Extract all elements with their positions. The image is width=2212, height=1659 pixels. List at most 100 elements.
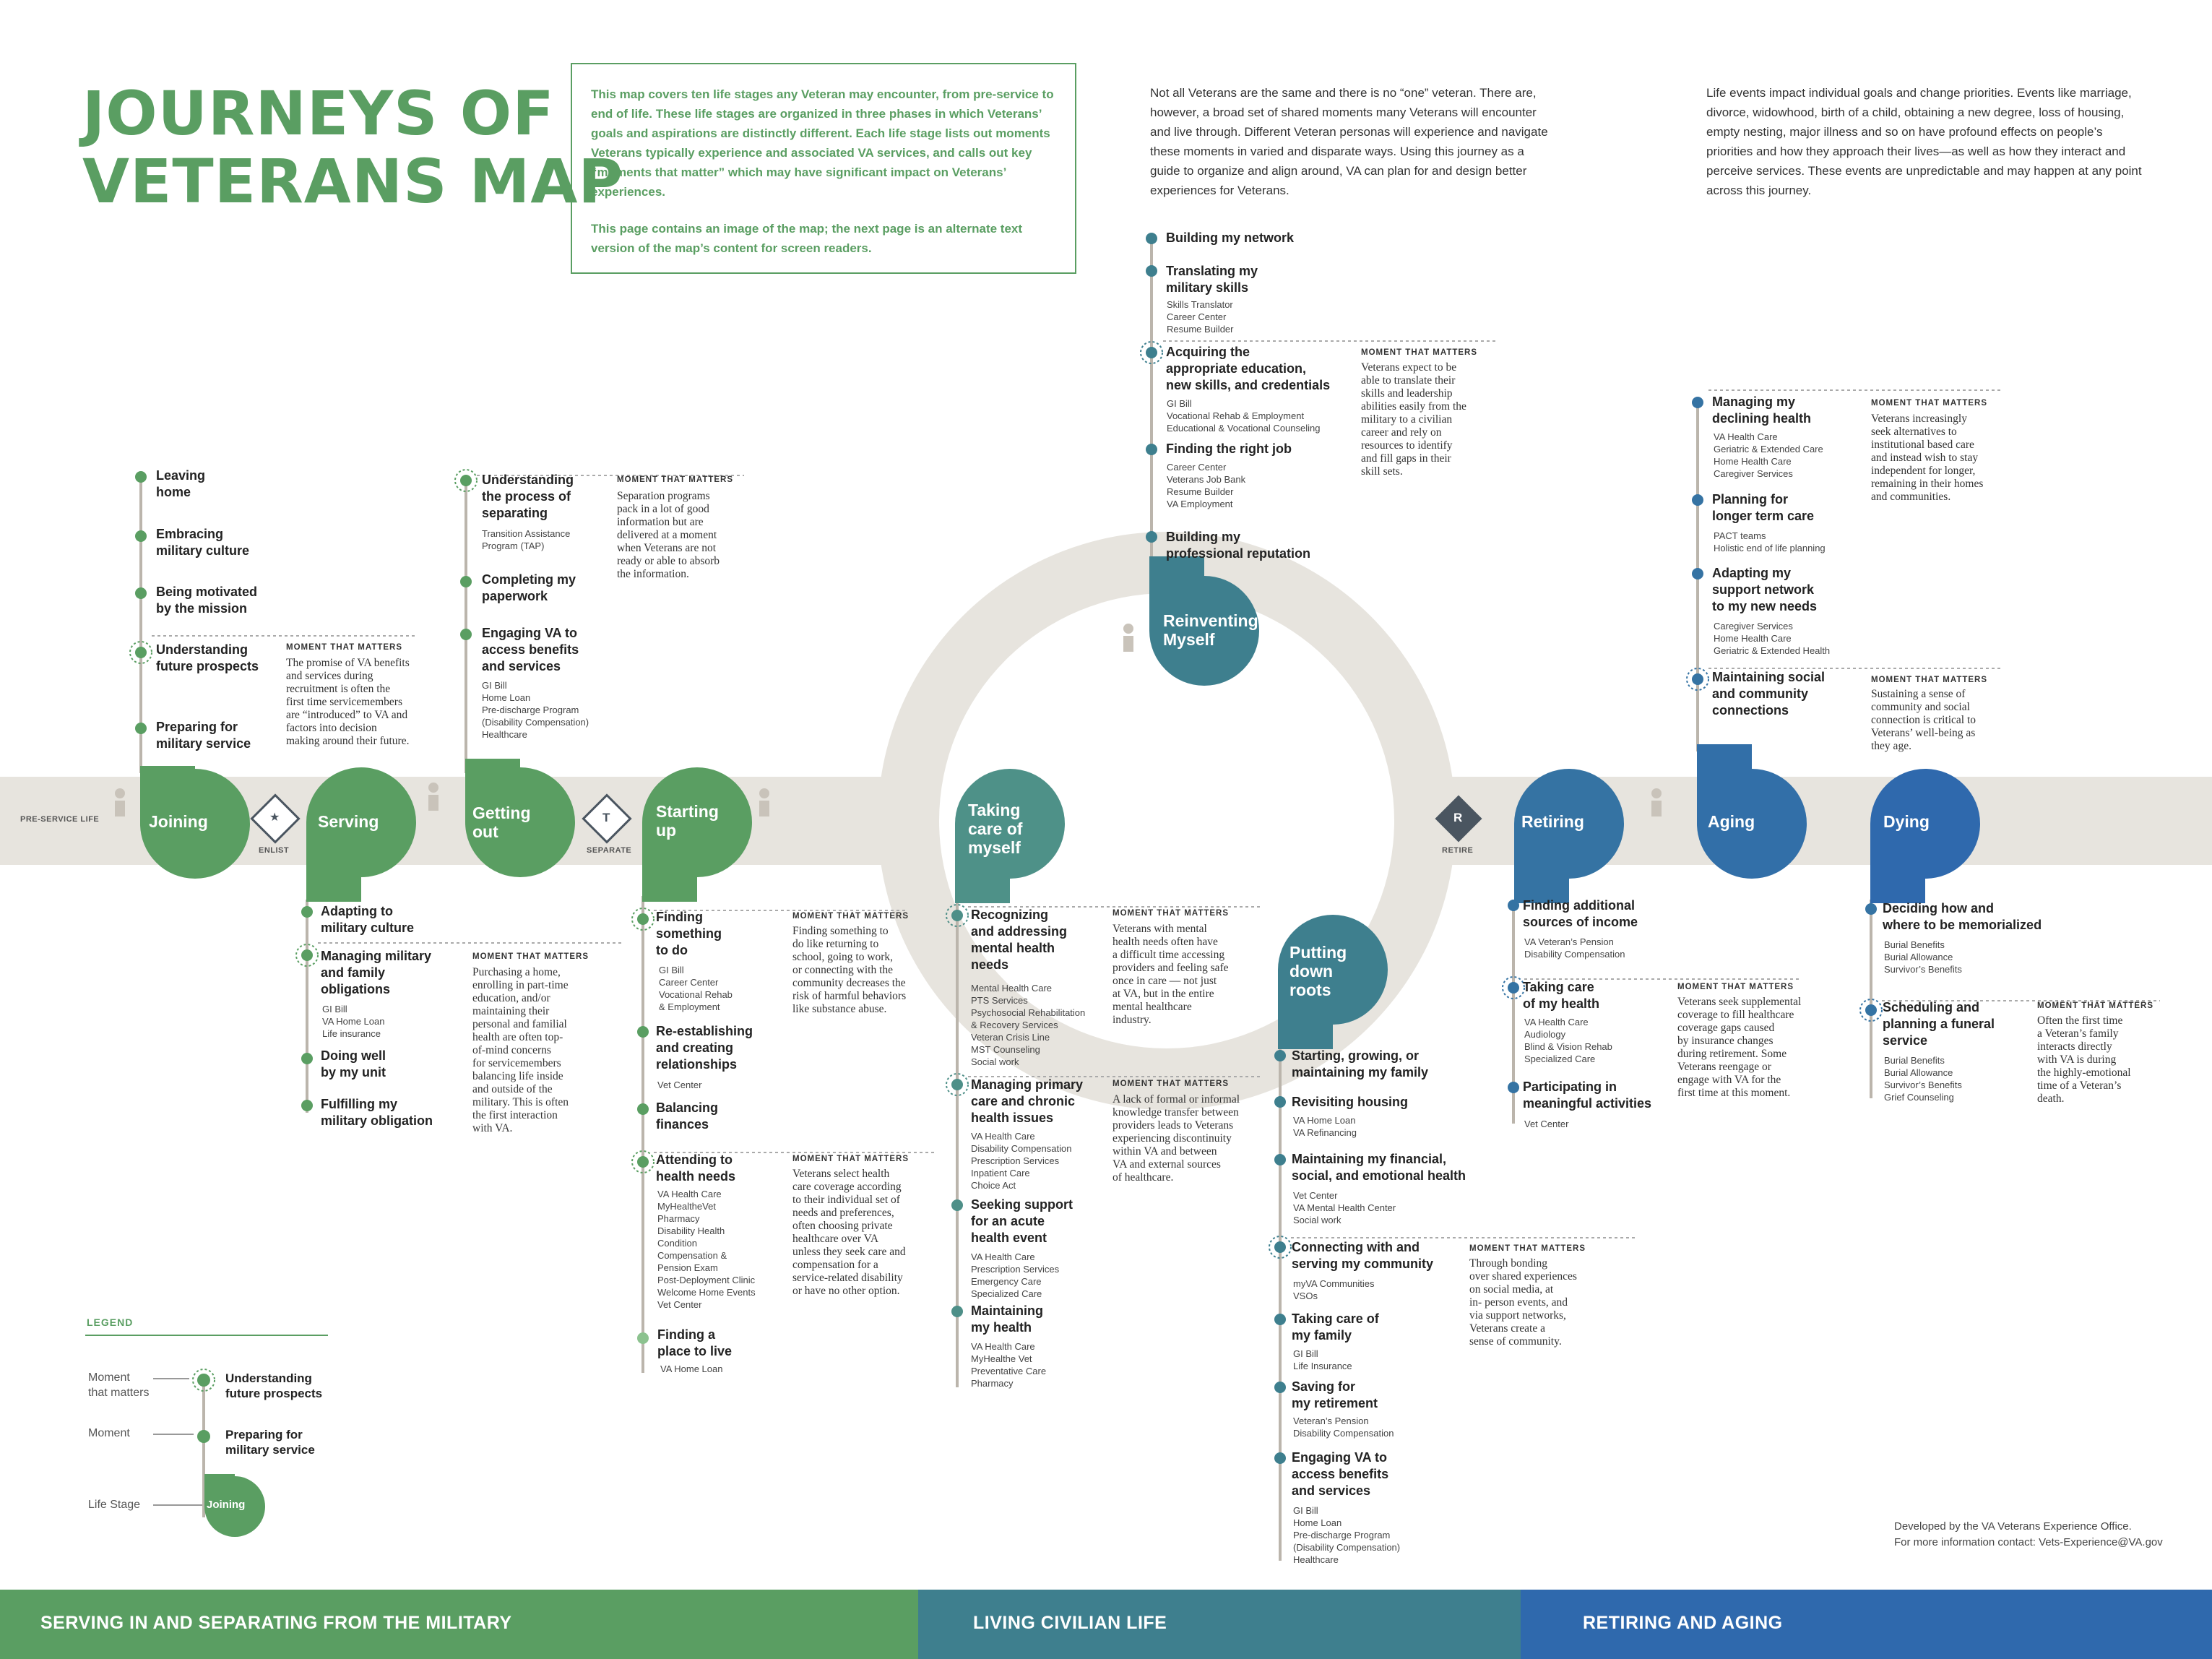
phase-label-retiring: RETIRING AND AGING [1583,1613,1783,1633]
moment-adapting-culture: Adapting to military culture [321,904,415,935]
mtm-taking-care-text-2: A lack of formal or informal knowledge t… [1113,1093,1240,1184]
moment-leaving-home: Leaving home [156,468,206,499]
intro-paragraph: This map covers ten life stages any Vete… [591,87,1054,199]
mtm-heading: MOMENT THAT MATTERS [1871,676,1988,684]
legend-heading: LEGEND [87,1317,134,1328]
moment-attending-health: Attending to health needs [656,1152,736,1184]
retire-icon: R [1453,811,1463,824]
pre-service-label: PRE-SERVICE LIFE [20,815,100,824]
legend-moment-label: Moment [88,1427,130,1439]
mtm-serving-text: Purchasing a home, enrolling in part-tim… [472,966,569,1134]
services-memorialized: Burial Benefits Burial Allowance Survivo… [1884,939,1962,975]
moment-engaging-va-2: Engaging VA to access benefits and servi… [1292,1450,1389,1498]
retire-label: RETIRE [1442,846,1474,855]
legend-stage-example: Joining [207,1499,246,1511]
moment-social-connections: Maintaining social and community connect… [1712,670,1826,718]
services-taking-care-health: VA Health Care Audiology Blind & Vision … [1524,1017,1612,1064]
mtm-getting-out-text: Separation programs pack in a lot of goo… [617,490,720,580]
life-events-paragraph: Life events impact individual goals and … [1706,86,2142,197]
mtm-heading: MOMENT THAT MATTERS [1469,1244,1586,1253]
services-saving-retirement: Veteran’s Pension Disability Compensatio… [1293,1415,1394,1439]
mtm-taking-care-text-1: Veterans with mental health needs often … [1113,923,1229,1026]
moment-taking-care-family: Taking care of my family [1292,1311,1379,1343]
moment-memorialized: Deciding how and where to be memorialize… [1883,901,2042,932]
moment-mental-health: Recognizing and addressing mental health… [971,908,1068,972]
moment-primary-care: Managing primary care and chronic health… [971,1077,1084,1125]
services-taking-care-family: GI Bill Life Insurance [1293,1348,1352,1371]
moment-support-network: Adapting my support network to my new ne… [1712,566,1818,613]
moment-embracing-culture: Embracing military culture [156,527,250,558]
services-primary-care: VA Health Care Disability Compensation P… [971,1131,1072,1191]
separate-icon: T [602,811,610,824]
moment-starting-family: Starting, growing, or maintaining my fam… [1292,1048,1429,1080]
moment-building-network: Building my network [1166,230,1295,245]
moment-doing-well: Doing well by my unit [321,1048,386,1080]
credit-line-1: Developed by the VA Veterans Experience … [1894,1520,2132,1533]
mtm-putting-down-text: Through bonding over shared experiences … [1469,1257,1577,1348]
legend-moment-example: Preparing for military service [225,1428,315,1457]
stage-getting-out: Getting out [472,803,531,841]
stage-retiring: Retiring [1521,812,1584,831]
moment-longer-term-care: Planning for longer term care [1712,492,1815,523]
moment-acquiring-education: Acquiring the appropriate education, new… [1166,345,1331,392]
mtm-heading: MOMENT THAT MATTERS [472,952,589,961]
moment-engaging-va: Engaging VA to access benefits and servi… [482,626,579,673]
phase-band-retiring: RETIRING AND AGING [1521,1590,2212,1659]
services-meaningful-activities: Vet Center [1524,1119,1569,1129]
services-managing-obligations: GI Bill VA Home Loan Life insurance [322,1004,385,1039]
services-maintaining-health: VA Health Care MyHealthe Vet Preventativ… [971,1341,1047,1389]
services-connecting-community: myVA Communities VSOs [1293,1278,1375,1301]
phase-band-military: SERVING IN AND SEPARATING FROM THE MILIT… [0,1590,918,1659]
services-finding-place: VA Home Loan [660,1363,723,1374]
stage-shapes [140,556,1980,1049]
moment-translating-skills: Translating my military skills [1166,264,1258,295]
stage-putting-down: Putting down roots [1289,943,1347,999]
mtm-heading: MOMENT THAT MATTERS [792,912,910,921]
legend-mtm-example: Understanding future prospects [225,1371,323,1400]
mtm-heading: MOMENT THAT MATTERS [617,475,734,484]
mtm-starting-up-text-2: Veterans select health care coverage acc… [792,1168,906,1297]
moment-re-establishing: Re-establishing and creating relationshi… [656,1024,753,1072]
moment-connecting-community: Connecting with and serving my community [1292,1240,1434,1271]
moment-maintaining-health: Maintaining my health [971,1304,1043,1335]
mtm-heading: MOMENT THAT MATTERS [792,1155,910,1163]
services-maintaining-financial: Vet Center VA Mental Health Center Socia… [1293,1190,1396,1225]
moment-completing-paperwork: Completing my paperwork [482,572,576,603]
services-finding-job: Career Center Veterans Job Bank Resume B… [1167,462,1246,509]
moment-understanding-prospects: Understanding future prospects [156,642,259,673]
moment-saving-retirement: Saving for my retirement [1292,1379,1378,1410]
mtm-heading: MOMENT THAT MATTERS [1677,983,1794,991]
credit-line-2: For more information contact: Vets-Exper… [1894,1536,2163,1548]
mtm-dying-text: Often the first time a Veteran’s family … [2037,1014,2131,1105]
mtm-starting-up-text-1: Finding something to do like returning t… [792,925,907,1015]
mtm-reinventing-text: Veterans expect to be able to translate … [1361,361,1466,478]
stage-aging: Aging [1708,812,1755,831]
moment-fulfilling-obligation: Fulfilling my military obligation [321,1097,433,1128]
separate-label: SEPARATE [587,846,632,855]
services-finding-something: GI Bill Career Center Vocational Rehab &… [659,965,733,1012]
moment-preparing-service: Preparing for military service [156,720,251,751]
moment-managing-obligations: Managing military and family obligations [321,949,432,996]
phase-label-civilian: LIVING CIVILIAN LIFE [973,1613,1167,1633]
services-declining-health: VA Health Care Geriatric & Extended Care… [1714,431,1823,479]
stage-dying: Dying [1883,812,1930,831]
moment-acute-health: Seeking support for an acute health even… [971,1197,1073,1245]
stage-starting-up: Starting up [656,802,719,840]
legend-stage-label: Life Stage [88,1499,141,1511]
moment-maintaining-financial: Maintaining my financial, social, and em… [1292,1152,1466,1183]
stage-reinventing: Reinventing Myself [1163,611,1258,649]
services-engaging-va: GI Bill Home Loan Pre-discharge Program … [482,680,589,740]
services-attending-health: VA Health Care MyHealtheVet Pharmacy Dis… [657,1189,756,1310]
mtm-aging-text-2: Sustaining a sense of community and soci… [1871,688,1976,752]
services-funeral-service: Burial Benefits Burial Allowance Survivo… [1884,1055,1962,1103]
phase-label-military: SERVING IN AND SEPARATING FROM THE MILIT… [40,1613,512,1633]
phase-band-civilian: LIVING CIVILIAN LIFE [918,1590,1521,1659]
services-engaging-va-2: GI Bill Home Loan Pre-discharge Program … [1293,1505,1401,1565]
mtm-heading: MOMENT THAT MATTERS [1113,909,1230,918]
moment-revisiting-housing: Revisiting housing [1292,1095,1409,1109]
personas-paragraph: Not all Veterans are the same and there … [1150,86,1548,197]
mtm-retiring-text: Veterans seek supplemental coverage to f… [1677,996,1802,1099]
services-re-establishing: Vet Center [657,1080,702,1090]
stage-serving: Serving [318,812,379,831]
